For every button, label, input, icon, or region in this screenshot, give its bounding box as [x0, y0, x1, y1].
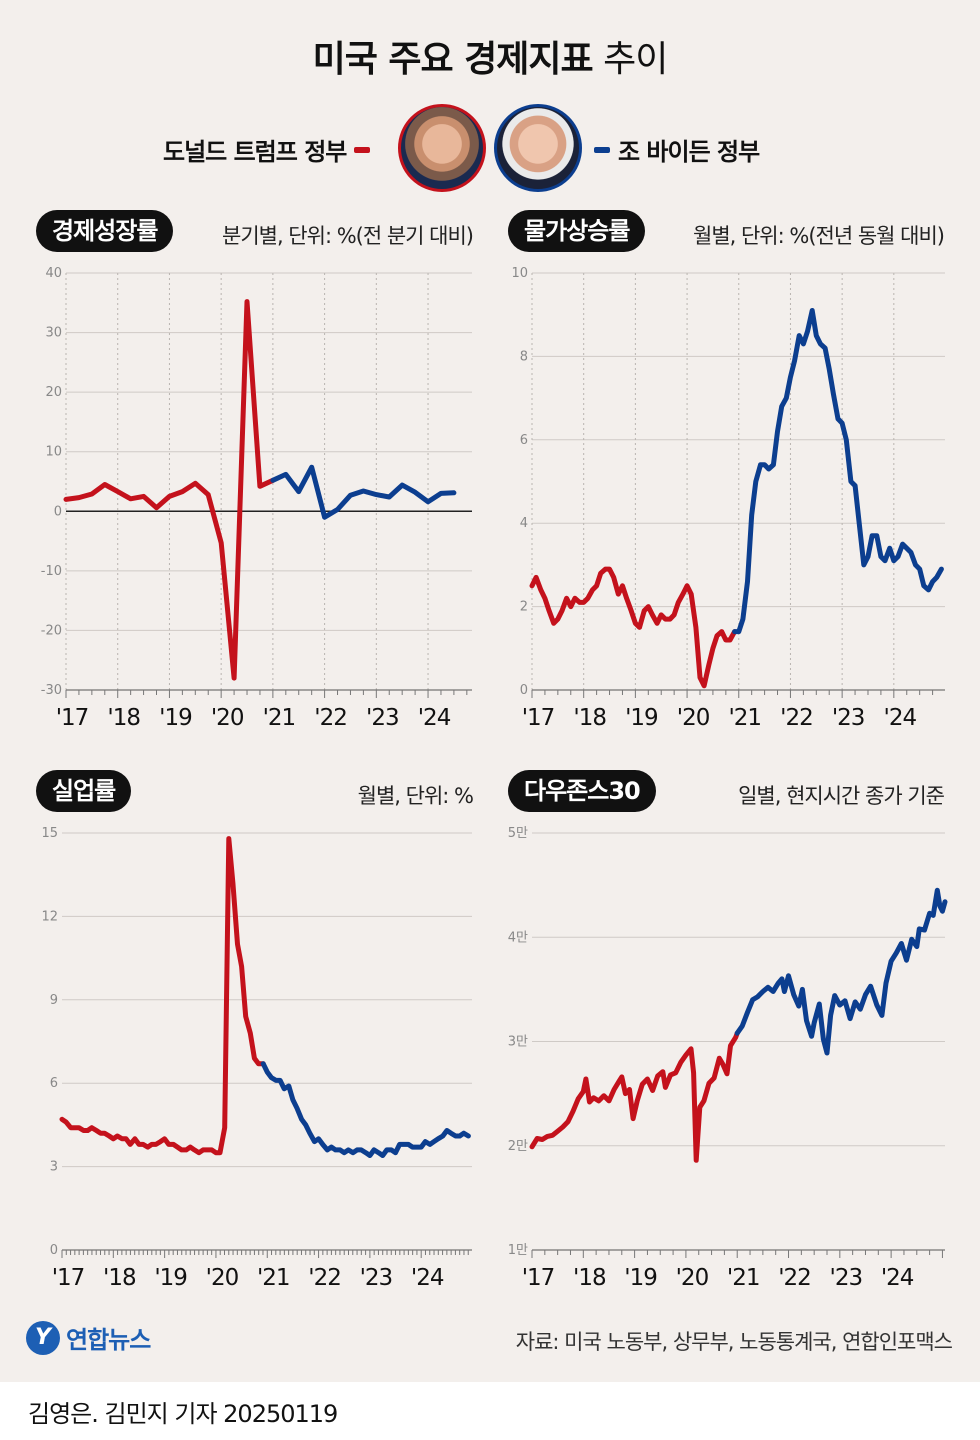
title-thin: 추이: [603, 39, 668, 80]
y-tick-label: 30: [45, 326, 62, 341]
y-tick-label: 9: [50, 993, 58, 1008]
y-tick-label: 20: [45, 385, 62, 400]
y-tick-label: 4: [520, 516, 528, 531]
logo-text: 연합뉴스: [66, 1326, 151, 1354]
x-tick-label: '22: [308, 1265, 341, 1291]
x-tick-label: '18: [107, 705, 140, 731]
x-tick-label: '17: [56, 705, 89, 731]
x-tick-label: '18: [573, 705, 606, 731]
yonhap-logo: Y 연합뉴스: [26, 1320, 151, 1355]
infographic-panel: 미국 주요 경제지표 추이 도널드 트럼프 정부 조 바이든 정부 경제성장률 …: [0, 0, 980, 1382]
y-tick-label: 0: [54, 504, 62, 519]
x-tick-label: '20: [206, 1265, 239, 1291]
cpi-title: 물가상승률: [508, 210, 646, 252]
y-tick-label: -30: [41, 683, 62, 698]
biden-series-line: [270, 464, 457, 520]
unemp-title: 실업률: [36, 770, 132, 812]
x-tick-label: '17: [52, 1265, 85, 1291]
trump-series-line: [529, 566, 738, 689]
trump-series-line: [59, 836, 266, 1156]
dow-chart: 1만 2만 3만 4만 5만 '17 '18 '19 '20 '21 '22 '23 '24: [508, 826, 948, 1291]
x-tick-label: '21: [263, 705, 296, 731]
y-tick-label: 0: [520, 683, 528, 698]
y-tick-label: 1만: [508, 1243, 528, 1258]
biden-series-line: [732, 308, 944, 635]
y-tick-label: -20: [41, 623, 62, 638]
dow-unit: 일별, 현지시간 종가 기준: [738, 784, 945, 808]
trump-series-line: [529, 1030, 740, 1163]
x-tick-label: '23: [830, 1265, 863, 1291]
y-tick-label: -10: [41, 564, 62, 579]
gdp-title: 경제성장률: [36, 210, 174, 252]
x-tick-label: '20: [676, 1265, 709, 1291]
y-tick-label: 12: [41, 909, 58, 924]
y-tick-label: 40: [45, 266, 62, 281]
x-tick-label: '22: [314, 705, 347, 731]
y-tick-label: 15: [41, 826, 58, 841]
x-tick-label: '23: [360, 1265, 393, 1291]
x-tick-label: '24: [418, 705, 451, 731]
page-title: 미국 주요 경제지표 추이: [0, 30, 980, 82]
gdp-unit: 분기별, 단위: %(전 분기 대비): [222, 224, 474, 248]
x-tick-label: '19: [154, 1265, 187, 1291]
legend-trump-swatch: [354, 146, 371, 153]
y-tick-label: 4만: [508, 930, 528, 945]
y-tick-label: 0: [50, 1243, 58, 1258]
y-tick-label: 10: [511, 266, 528, 281]
x-tick-label: '24: [884, 705, 917, 731]
unemp-unit: 월별, 단위: %: [357, 784, 474, 808]
x-tick-label: '21: [727, 1265, 760, 1291]
x-tick-label: '24: [881, 1265, 914, 1291]
x-tick-label: '24: [411, 1265, 444, 1291]
x-tick-label: '20: [211, 705, 244, 731]
logo-mark-icon: Y: [26, 1320, 60, 1355]
biden-series-line: [734, 887, 948, 1056]
x-tick-label: '21: [257, 1265, 290, 1291]
biden-portrait: [494, 104, 582, 192]
x-tick-label: '22: [780, 705, 813, 731]
cpi-chart: 0 2 4 6 8 10 '17 '18 '19 '20 '21 '22 '23 '24: [511, 266, 945, 731]
dow-title: 다우존스30: [508, 770, 656, 812]
legend-biden-swatch: [594, 146, 610, 153]
x-tick-label: '20: [677, 705, 710, 731]
legend-biden: 조 바이든 정부: [594, 132, 760, 167]
source-note: 자료: 미국 노동부, 상무부, 노동통계국, 연합인포맥스: [515, 1330, 953, 1354]
legend-trump: 도널드 트럼프 정부: [163, 132, 371, 167]
y-tick-label: 2만: [508, 1139, 528, 1154]
gdp-chart: -30 -20 -10 0 10 20 30 40 '17 '18 '19 '20 '21 '22 '23 '…: [41, 266, 472, 731]
y-tick-label: 2: [520, 600, 528, 615]
x-tick-label: '19: [624, 1265, 657, 1291]
x-tick-label: '23: [832, 705, 865, 731]
credit-line: 김영은. 김민지 기자 20250119: [28, 1400, 338, 1428]
y-tick-label: 10: [45, 445, 62, 460]
y-tick-label: 3: [50, 1160, 58, 1175]
x-tick-label: '18: [573, 1265, 606, 1291]
x-tick-label: '22: [778, 1265, 811, 1291]
y-tick-label: 6: [50, 1076, 58, 1091]
y-tick-label: 5만: [508, 826, 528, 841]
trump-portrait: [398, 104, 486, 192]
y-tick-label: 6: [520, 433, 528, 448]
unemp-chart: 0 3 6 9 12 15 '17 '18 '19 '20 '21 '22 '23 '24: [41, 826, 472, 1291]
x-tick-label: '23: [366, 705, 399, 731]
x-tick-label: '21: [728, 705, 761, 731]
x-tick-label: '19: [625, 705, 658, 731]
x-tick-label: '17: [522, 705, 555, 731]
x-tick-label: '17: [522, 1265, 555, 1291]
y-tick-label: 3만: [508, 1035, 528, 1050]
legend-biden-label: 조 바이든 정부: [618, 138, 760, 166]
legend-trump-label: 도널드 트럼프 정부: [163, 138, 347, 166]
biden-series-line: [260, 1061, 471, 1158]
trump-series-line: [63, 299, 276, 681]
title-bold: 미국 주요 경제지표: [312, 39, 594, 80]
cpi-unit: 월별, 단위: %(전년 동월 대비): [693, 224, 945, 248]
y-tick-label: 8: [520, 349, 528, 364]
x-tick-label: '18: [103, 1265, 136, 1291]
x-tick-label: '19: [159, 705, 192, 731]
